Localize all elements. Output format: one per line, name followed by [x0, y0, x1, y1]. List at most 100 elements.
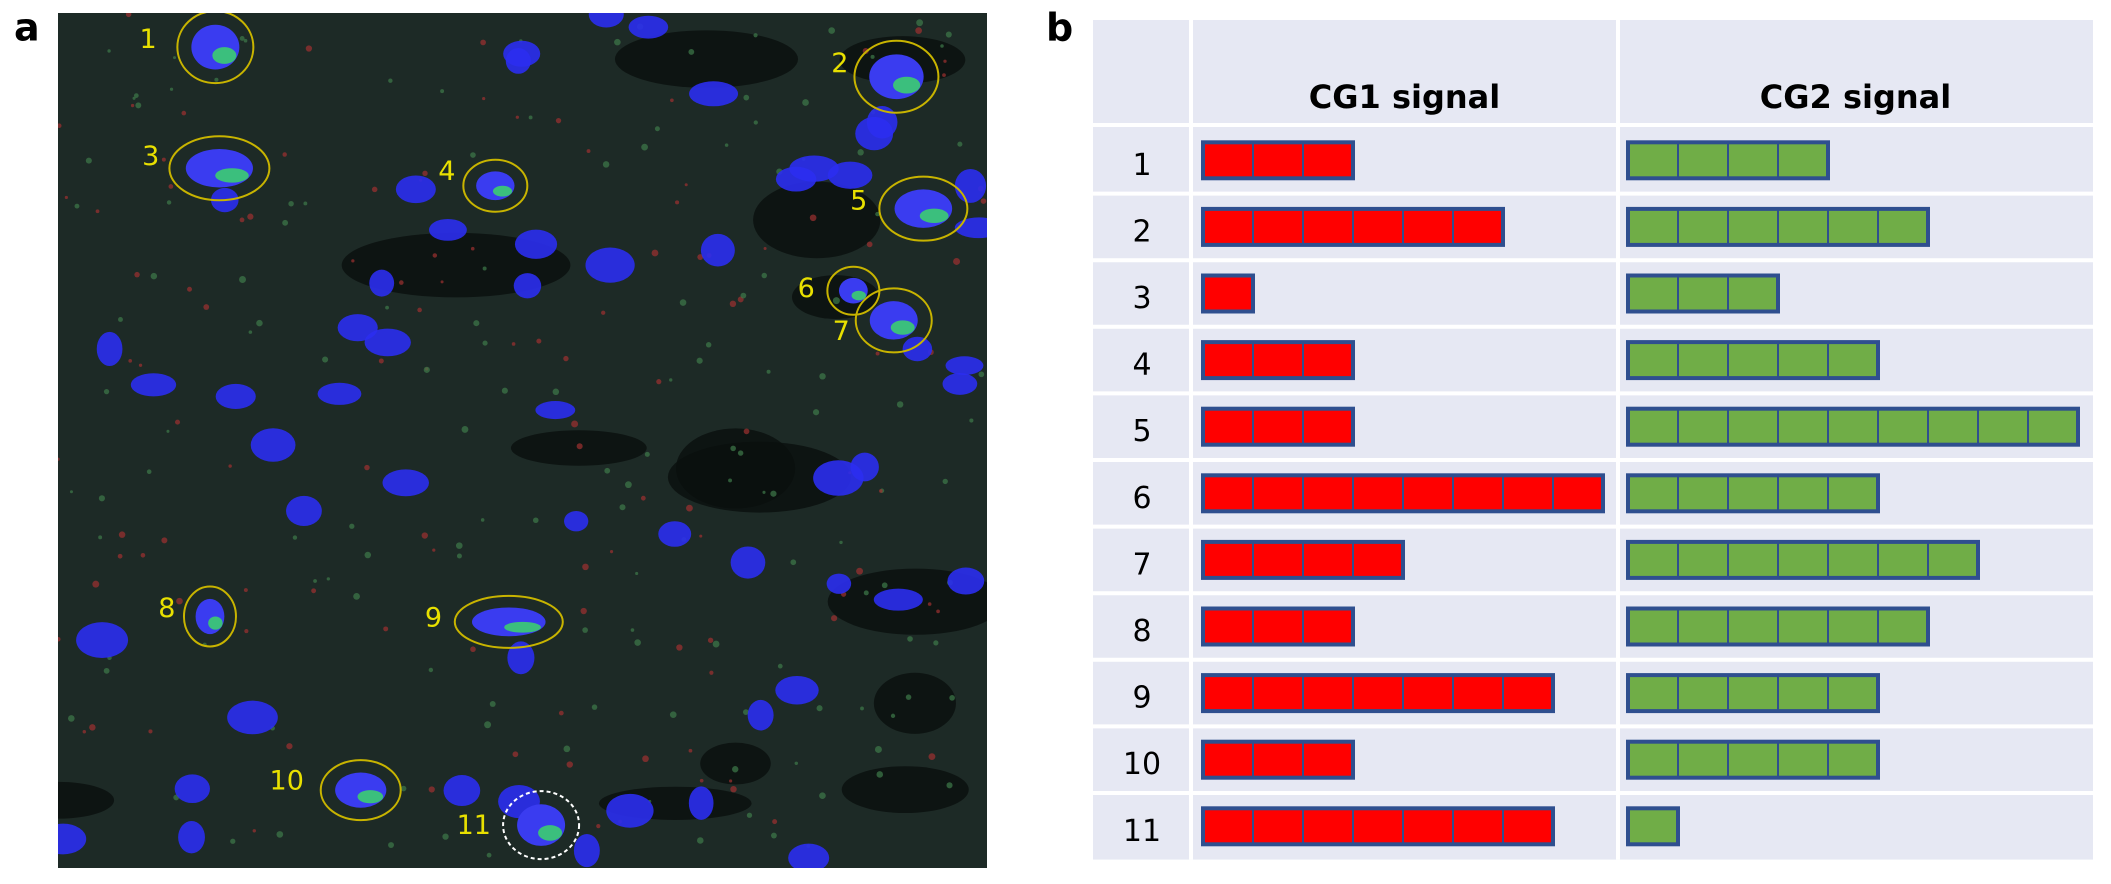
speck — [326, 577, 330, 581]
nucleus — [364, 328, 411, 357]
bar-outline — [1626, 739, 1880, 780]
speck — [907, 636, 913, 642]
speck — [480, 39, 486, 46]
square — [1777, 341, 1829, 380]
square — [1677, 341, 1729, 380]
nucleus — [76, 622, 129, 659]
speck — [669, 378, 673, 382]
speck — [428, 786, 435, 793]
square — [1627, 740, 1679, 779]
speck — [654, 126, 660, 132]
cg2-signal — [893, 76, 921, 94]
row-label: 8 — [1132, 614, 1151, 649]
square — [1202, 207, 1254, 246]
speck — [74, 203, 80, 209]
square — [1827, 740, 1879, 779]
speck — [103, 389, 110, 395]
speck — [729, 300, 737, 308]
speck — [92, 580, 100, 588]
speck — [651, 249, 659, 257]
nucleus — [96, 331, 123, 367]
speck — [85, 157, 92, 164]
square — [1677, 207, 1729, 246]
square — [1252, 474, 1304, 513]
speck — [640, 495, 646, 501]
square — [1727, 607, 1779, 646]
speck — [634, 639, 641, 646]
speck — [470, 646, 476, 653]
speck — [630, 628, 635, 632]
square — [1302, 740, 1354, 779]
square — [1352, 807, 1404, 846]
speck — [933, 640, 939, 646]
speck — [699, 534, 703, 538]
square — [1252, 540, 1304, 579]
speck — [133, 93, 139, 98]
square — [1777, 207, 1829, 246]
speck — [753, 120, 758, 125]
speck — [940, 44, 944, 48]
nucleus — [564, 510, 589, 532]
speck — [130, 103, 135, 108]
speck — [558, 710, 564, 716]
speck — [697, 254, 704, 260]
speck — [58, 123, 62, 128]
cell-label: 11 — [457, 810, 491, 841]
speck — [609, 550, 614, 554]
square — [1877, 207, 1929, 246]
speck — [134, 271, 140, 278]
speck — [286, 743, 293, 750]
square — [1927, 540, 1979, 579]
bar-outline — [1626, 673, 1880, 714]
cg2-bar — [1626, 140, 1830, 181]
nucleus — [514, 229, 558, 259]
square — [1452, 674, 1504, 713]
speck — [856, 567, 864, 575]
speck — [173, 56, 177, 60]
cell-body — [894, 189, 953, 228]
nucleus — [689, 81, 739, 107]
speck — [957, 141, 963, 147]
speck — [89, 724, 96, 731]
speck — [313, 579, 317, 583]
speck — [58, 636, 61, 642]
cg1-bar — [1201, 806, 1555, 847]
speck — [536, 338, 542, 344]
nucleus — [443, 775, 481, 807]
speck — [936, 609, 940, 614]
speck — [135, 102, 142, 109]
square — [1452, 474, 1504, 513]
cell-outline — [168, 135, 271, 202]
cg2-signal — [208, 616, 223, 630]
square — [1627, 807, 1679, 846]
speck — [150, 272, 158, 280]
cg2-bar — [1626, 539, 1980, 580]
cg2-bar — [1626, 340, 1880, 381]
speck — [244, 629, 249, 634]
square — [1302, 407, 1354, 446]
speck — [400, 785, 407, 792]
square — [1727, 341, 1779, 380]
cell-label: 5 — [850, 185, 867, 216]
speck — [676, 644, 683, 651]
speck — [728, 478, 733, 483]
speck — [762, 490, 766, 494]
cg2-bar — [1626, 739, 1880, 780]
square — [1302, 207, 1354, 246]
speck — [239, 276, 246, 283]
speck — [98, 495, 105, 502]
square — [1777, 474, 1829, 513]
speck — [528, 115, 533, 120]
square — [1877, 607, 1929, 646]
nucleus — [628, 15, 669, 39]
square — [1627, 607, 1679, 646]
speck — [580, 607, 587, 615]
nucleus — [58, 823, 87, 855]
speck — [761, 272, 768, 279]
nucleus — [535, 401, 576, 420]
speck — [98, 535, 103, 540]
square — [1452, 207, 1504, 246]
speck — [670, 98, 674, 103]
speck — [161, 537, 168, 544]
